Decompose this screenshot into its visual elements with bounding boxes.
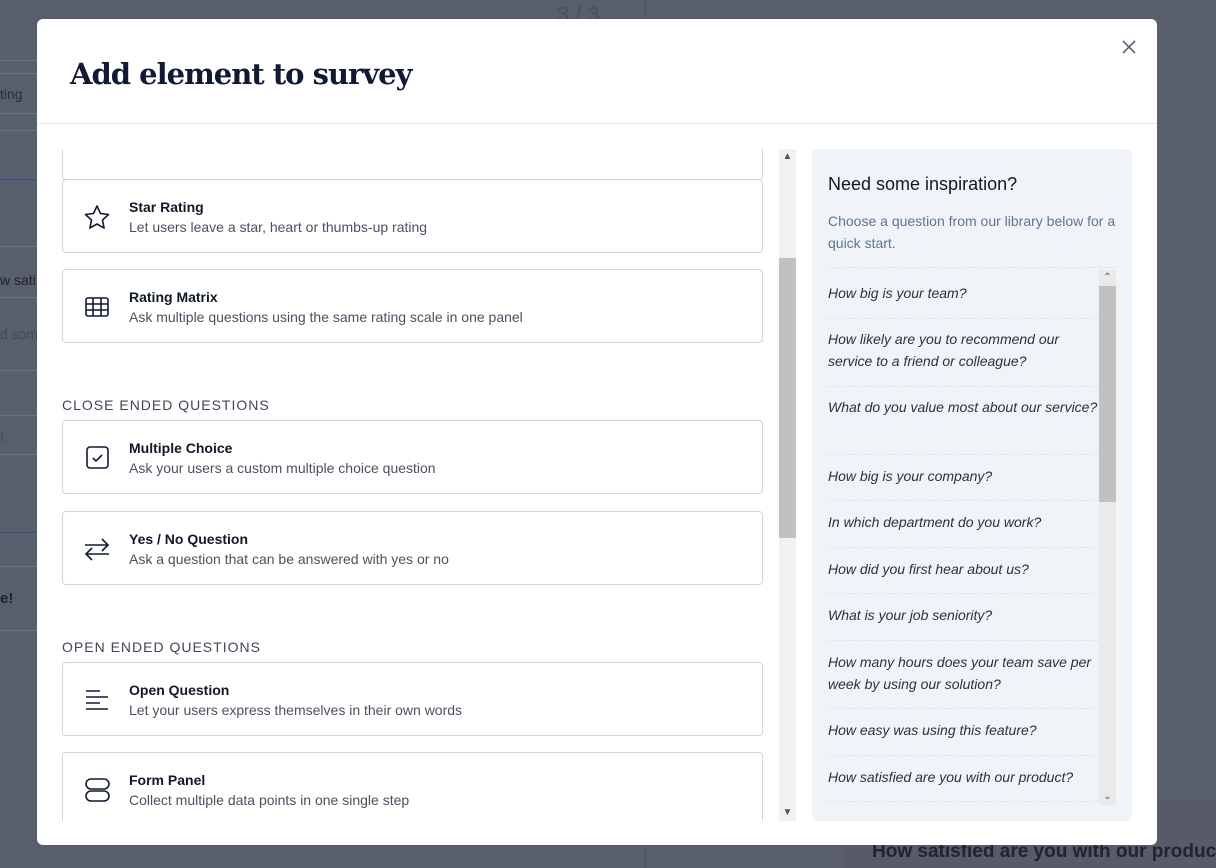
background-question-title: How satisfied are you with our product? (872, 841, 1216, 862)
section-heading-close-ended: CLOSE ENDED QUESTIONS (62, 397, 270, 413)
text-lines-icon (86, 690, 108, 710)
inspiration-title: Need some inspiration? (828, 174, 1018, 194)
library-question[interactable]: How satisfied are you with our product? (828, 769, 1074, 785)
element-title: Star Rating (129, 199, 204, 215)
element-card-multiple-choice[interactable]: Multiple Choice Ask your users a custom … (62, 420, 763, 494)
inspiration-subtitle: Choose a question from our library below… (828, 213, 1116, 251)
element-card-partial[interactable] (62, 149, 763, 180)
checkbox-icon (86, 446, 109, 469)
form-panel-icon (85, 778, 110, 802)
scrollbar-thumb[interactable] (779, 258, 796, 538)
background-fragment: t (0, 428, 4, 444)
element-title: Yes / No Question (129, 531, 249, 547)
background-fragment: d som (0, 326, 39, 342)
library-question[interactable]: How big is your team? (828, 285, 967, 301)
element-card-open-question[interactable]: Open Question Let your users express the… (62, 662, 763, 736)
element-card-yes-no[interactable]: Yes / No Question Ask a question that ca… (62, 511, 763, 585)
grid-icon (85, 297, 109, 317)
library-question[interactable]: How likely are you to recommend our serv… (828, 331, 1060, 369)
inspiration-panel: Need some inspiration? Choose a question… (812, 149, 1132, 821)
element-card-rating-matrix[interactable]: Rating Matrix Ask multiple questions usi… (62, 269, 763, 343)
background-fragment: w sati (0, 272, 36, 288)
scroll-down-icon[interactable]: ⌄ (1103, 791, 1112, 802)
modal-header: Add element to survey (37, 19, 1157, 124)
element-title: Rating Matrix (129, 289, 218, 305)
element-description: Let users leave a star, heart or thumbs-… (129, 219, 428, 235)
scroll-up-icon[interactable]: ⌃ (1103, 272, 1112, 283)
library-question[interactable]: How did you first hear about us? (828, 561, 1029, 577)
scrollbar-thumb[interactable] (1099, 286, 1116, 502)
scroll-up-icon[interactable]: ▲ (782, 151, 793, 162)
element-description: Let your users express themselves in the… (129, 702, 463, 718)
library-question[interactable]: How easy was using this feature? (828, 722, 1037, 738)
arrows-swap-icon (84, 538, 110, 561)
modal-title: Add element to survey (70, 57, 412, 91)
element-list: Star Rating Let users leave a star, hear… (62, 149, 763, 821)
star-icon (84, 205, 110, 229)
element-description: Ask your users a custom multiple choice … (129, 460, 436, 476)
library-question[interactable]: In which department do you work? (828, 514, 1042, 530)
scroll-down-icon[interactable]: ▼ (782, 807, 793, 818)
element-title: Open Question (129, 682, 230, 698)
library-question[interactable]: What is your job seniority? (828, 607, 993, 623)
element-description: Ask a question that can be answered with… (129, 551, 449, 567)
library-question[interactable]: What do you value most about our service… (828, 399, 1098, 415)
background-fragment: e! (0, 590, 14, 607)
close-icon[interactable] (1119, 37, 1139, 57)
library-question[interactable]: How big is your company? (828, 468, 993, 484)
element-list-scrollbar[interactable]: ▲ ▼ (779, 149, 796, 821)
element-title: Form Panel (129, 772, 206, 788)
section-heading-open-ended: OPEN ENDED QUESTIONS (62, 639, 261, 655)
question-library-list: How big is your team? How likely are you… (828, 267, 1116, 805)
add-element-modal: Add element to survey Star Rating Let us… (37, 19, 1157, 845)
question-library-scrollbar[interactable]: ⌃ ⌄ (1099, 270, 1116, 805)
background-fragment: ting (0, 86, 23, 102)
element-title: Multiple Choice (129, 440, 233, 456)
element-card-form-panel[interactable]: Form Panel Collect multiple data points … (62, 752, 763, 821)
element-description: Collect multiple data points in one sing… (129, 792, 410, 808)
element-card-star-rating[interactable]: Star Rating Let users leave a star, hear… (62, 179, 763, 253)
element-description: Ask multiple questions using the same ra… (129, 309, 523, 325)
library-question[interactable]: How many hours does your team save per w… (828, 654, 1092, 692)
